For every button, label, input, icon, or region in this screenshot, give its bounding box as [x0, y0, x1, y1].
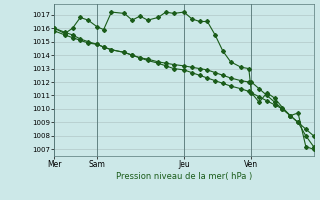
- X-axis label: Pression niveau de la mer( hPa ): Pression niveau de la mer( hPa ): [116, 172, 252, 181]
